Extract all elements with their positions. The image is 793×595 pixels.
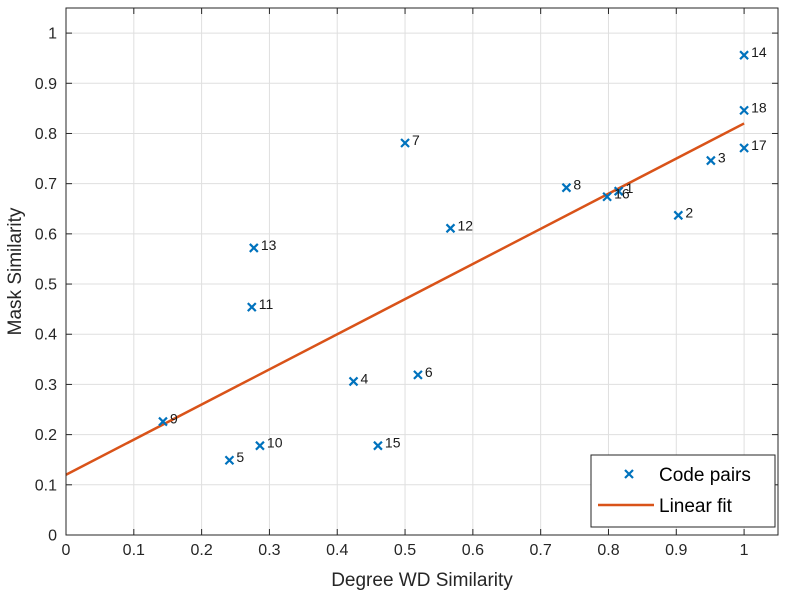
y-tick-label: 0.9 [35, 76, 57, 93]
point-marker [400, 138, 410, 148]
y-tick-label: 0.7 [35, 176, 57, 193]
y-axis-label: Mask Similarity [5, 207, 26, 335]
point-marker [413, 370, 423, 380]
x-tick-label: 0.5 [394, 542, 416, 559]
point-label: 16 [614, 186, 630, 202]
plot-frame [65, 7, 779, 536]
x-tick-label: 0 [62, 542, 71, 559]
point-label: 10 [267, 435, 283, 451]
legend-marker-code-pairs [624, 469, 634, 479]
linear-fit-layer [65, 122, 745, 476]
point-label: 7 [412, 132, 420, 148]
legend: Code pairs Linear fit [590, 454, 776, 528]
point-marker [445, 223, 456, 234]
legend-label-code-pairs: Code pairs [659, 465, 751, 486]
y-tick-label: 0.5 [35, 277, 57, 294]
x-axis-ticks: 0 0.1 0.2 0.3 0.4 0.5 0.6 0.7 0.8 0.9 1 [62, 8, 749, 559]
point-label: 9 [170, 411, 178, 427]
point-label: 13 [261, 237, 277, 253]
point-label: 15 [385, 435, 401, 451]
x-axis-label: Degree WD Similarity [331, 570, 513, 591]
data-point-7: 7 [400, 132, 420, 148]
point-marker [255, 440, 265, 451]
point-marker [706, 155, 716, 166]
point-marker [247, 302, 257, 312]
data-point-3: 3 [706, 150, 726, 166]
x-tick-label: 0.2 [190, 542, 212, 559]
data-point-2: 2 [673, 204, 693, 221]
data-point-17: 17 [739, 137, 767, 153]
data-point-18: 18 [739, 99, 767, 116]
point-marker [739, 50, 749, 60]
point-label: 17 [751, 137, 767, 153]
point-label: 2 [685, 204, 693, 220]
point-marker [739, 105, 749, 116]
legend-label-linear-fit: Linear fit [659, 496, 733, 517]
data-point-4: 4 [348, 370, 369, 387]
data-point-5: 5 [224, 449, 244, 465]
x-tick-label: 0.7 [530, 542, 552, 559]
point-marker [739, 143, 749, 153]
data-point-15: 15 [373, 435, 401, 451]
x-tick-label: 0.6 [462, 542, 484, 559]
legend-box [590, 454, 776, 528]
data-point-9: 9 [158, 411, 178, 427]
point-label: 3 [718, 150, 726, 166]
point-label: 1 [626, 180, 634, 196]
point-label: 5 [236, 449, 244, 465]
data-point-16: 16 [602, 186, 630, 202]
y-tick-label: 0.4 [35, 327, 57, 344]
point-label: 14 [751, 44, 767, 60]
legend-marker-glyph [624, 469, 634, 479]
data-point-6: 6 [413, 364, 433, 380]
x-tick-label: 0.8 [597, 542, 619, 559]
data-point-8: 8 [561, 177, 581, 193]
point-label: 18 [751, 99, 767, 115]
point-label: 6 [425, 364, 433, 380]
y-tick-label: 1 [48, 26, 57, 43]
point-label: 8 [573, 177, 581, 193]
x-tick-label: 1 [740, 542, 749, 559]
point-label: 12 [457, 217, 473, 233]
x-tick-label: 0.9 [665, 542, 687, 559]
point-marker [673, 210, 684, 221]
y-tick-label: 0.3 [35, 377, 57, 394]
point-marker [158, 416, 168, 427]
data-point-10: 10 [255, 435, 283, 451]
grid-lines [65, 8, 778, 536]
x-tick-label: 0.1 [123, 542, 145, 559]
point-label: 11 [259, 296, 274, 312]
y-tick-label: 0.1 [35, 477, 57, 494]
point-marker [348, 376, 359, 387]
x-tick-label: 0.4 [326, 542, 348, 559]
x-tick-label: 0.3 [258, 542, 280, 559]
point-marker [224, 455, 235, 465]
point-marker [613, 186, 624, 196]
data-point-11: 11 [247, 296, 274, 312]
y-tick-label: 0.6 [35, 226, 57, 243]
point-marker [373, 440, 383, 451]
data-point-14: 14 [739, 44, 767, 60]
point-label: 4 [361, 370, 369, 386]
data-point-1: 1 [613, 180, 634, 196]
point-marker [602, 191, 612, 202]
point-marker [561, 182, 572, 193]
y-tick-label: 0 [48, 528, 57, 545]
y-tick-label: 0.2 [35, 427, 57, 444]
data-point-12: 12 [445, 217, 473, 234]
data-point-13: 13 [249, 237, 277, 253]
point-marker [249, 243, 259, 253]
linear-fit-line [65, 122, 745, 476]
y-tick-label: 0.8 [35, 126, 57, 143]
